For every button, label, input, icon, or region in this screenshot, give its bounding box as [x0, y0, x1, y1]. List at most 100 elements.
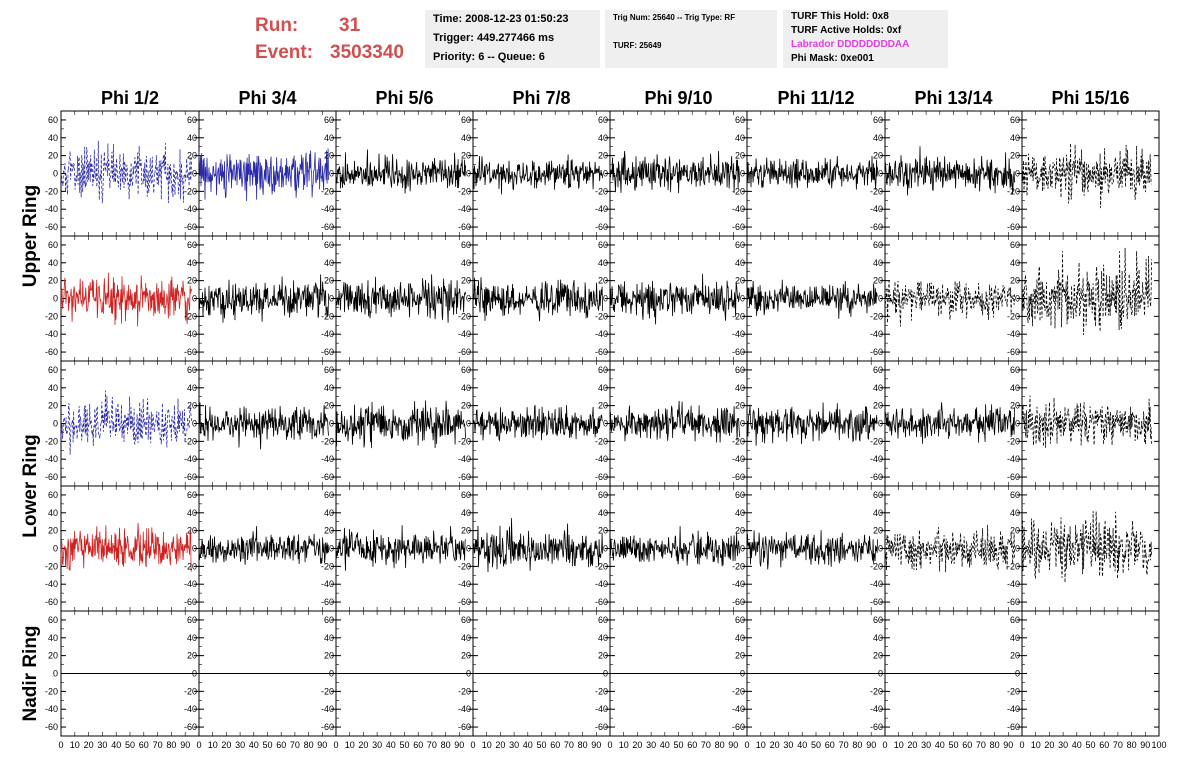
y-tick-label: 60	[735, 490, 745, 500]
y-tick-label: -60	[1007, 472, 1020, 482]
y-tick-label: 0	[603, 669, 608, 679]
y-tick-label: -60	[595, 347, 608, 357]
y-tick-label: 20	[324, 151, 334, 161]
x-tick-label: 30	[783, 740, 793, 750]
y-tick-label: -20	[732, 561, 745, 571]
y-tick-label: -60	[184, 472, 197, 482]
x-tick-label: 80	[715, 740, 725, 750]
x-tick-label: 0	[470, 740, 475, 750]
y-tick-label: -60	[732, 222, 745, 232]
x-tick-label: 10	[208, 740, 218, 750]
y-tick-label: -60	[1007, 722, 1020, 732]
y-tick-label: -40	[458, 204, 471, 214]
x-tick-label: 40	[111, 740, 121, 750]
x-tick-label: 30	[97, 740, 107, 750]
y-tick-label: -60	[45, 597, 58, 607]
y-tick-label: -20	[321, 186, 334, 196]
y-tick-label: 60	[735, 365, 745, 375]
y-tick-label: 40	[187, 633, 197, 643]
y-tick-label: -40	[732, 329, 745, 339]
y-tick-label: 20	[324, 526, 334, 536]
y-tick-label: 0	[878, 669, 883, 679]
y-tick-label: -40	[45, 204, 58, 214]
waveform-trace	[198, 274, 329, 323]
phi-label: Phi 5/6	[375, 88, 433, 108]
waveform-trace	[746, 530, 878, 570]
y-tick-label: -20	[45, 311, 58, 321]
y-tick-label: -20	[321, 311, 334, 321]
y-tick-label: -20	[870, 561, 883, 571]
y-tick-label: 0	[53, 294, 58, 304]
y-tick-label: -60	[321, 472, 334, 482]
y-tick-label: -20	[870, 686, 883, 696]
y-tick-label: 20	[873, 276, 883, 286]
x-tick-label: 100	[1151, 740, 1166, 750]
x-tick-label: 50	[262, 740, 272, 750]
y-tick-label: -40	[1007, 329, 1020, 339]
y-tick-label: -60	[184, 722, 197, 732]
y-tick-label: 60	[735, 615, 745, 625]
y-tick-label: -20	[870, 436, 883, 446]
x-tick-label: 0	[58, 740, 63, 750]
x-tick-label: 0	[607, 740, 612, 750]
x-tick-label: 50	[125, 740, 135, 750]
y-tick-label: 40	[324, 258, 334, 268]
y-tick-label: 0	[192, 544, 197, 554]
x-tick-label: 60	[413, 740, 423, 750]
y-tick-label: 40	[598, 508, 608, 518]
waveform-trace	[472, 404, 603, 442]
phi-mask-text: Phi Mask: 0xe001	[791, 53, 874, 64]
y-tick-label: 20	[598, 276, 608, 286]
waveform-trace	[1021, 511, 1152, 583]
x-tick-label: 50	[1085, 740, 1095, 750]
y-tick-label: 0	[192, 294, 197, 304]
waveform-trace	[472, 518, 603, 573]
y-tick-label: 40	[735, 508, 745, 518]
y-tick-label: 0	[466, 669, 471, 679]
x-tick-label: 80	[1127, 740, 1137, 750]
x-tick-label: 40	[935, 740, 945, 750]
y-tick-label: 60	[187, 490, 197, 500]
time-text: Time: 2008-12-23 01:50:23	[433, 13, 569, 25]
x-tick-label: 60	[139, 740, 149, 750]
y-tick-label: -40	[870, 454, 883, 464]
x-tick-label: 50	[811, 740, 821, 750]
x-tick-label: 20	[1044, 740, 1054, 750]
y-tick-label: 40	[598, 633, 608, 643]
y-tick-label: 20	[461, 276, 471, 286]
y-tick-label: 40	[324, 633, 334, 643]
y-tick-label: -20	[458, 561, 471, 571]
y-tick-label: -60	[1007, 597, 1020, 607]
y-tick-label: -20	[45, 186, 58, 196]
x-tick-label: 20	[632, 740, 642, 750]
y-tick-label: 20	[48, 526, 58, 536]
y-tick-label: 40	[1010, 633, 1020, 643]
y-tick-label: -40	[184, 204, 197, 214]
y-tick-label: -20	[184, 186, 197, 196]
waveform-trace	[472, 154, 603, 195]
x-tick-label: 80	[441, 740, 451, 750]
y-tick-label: 20	[598, 651, 608, 661]
y-tick-label: -60	[45, 472, 58, 482]
y-tick-label: 60	[324, 490, 334, 500]
y-tick-label: -20	[184, 561, 197, 571]
y-tick-label: -40	[45, 329, 58, 339]
y-tick-label: 40	[735, 258, 745, 268]
y-tick-label: 40	[48, 508, 58, 518]
y-tick-label: 60	[324, 115, 334, 125]
x-tick-label: 80	[852, 740, 862, 750]
y-tick-label: 20	[1010, 526, 1020, 536]
x-tick-label: 70	[564, 740, 574, 750]
x-tick-label: 90	[317, 740, 327, 750]
x-tick-label: 0	[1019, 740, 1024, 750]
y-tick-label: 20	[873, 151, 883, 161]
x-tick-label: 90	[454, 740, 464, 750]
x-tick-label: 30	[921, 740, 931, 750]
x-tick-label: 70	[1113, 740, 1123, 750]
waveform-trace	[335, 274, 466, 323]
y-tick-label: 20	[735, 651, 745, 661]
y-tick-label: 40	[598, 133, 608, 143]
y-tick-label: 60	[461, 115, 471, 125]
y-tick-label: 60	[48, 115, 58, 125]
y-tick-label: 40	[187, 133, 197, 143]
